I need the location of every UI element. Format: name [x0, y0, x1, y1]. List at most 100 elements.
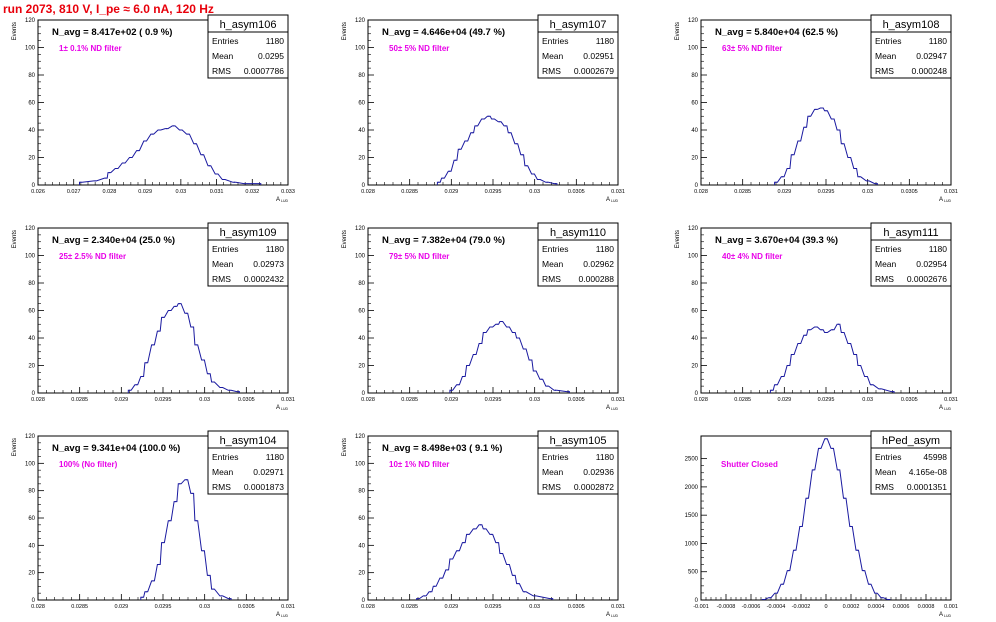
y-tick-label: 20 — [691, 364, 698, 370]
histogram-bin — [438, 181, 440, 183]
histogram-bin — [538, 179, 540, 180]
histogram-bin — [474, 354, 476, 355]
y-axis-label: Events — [675, 22, 681, 40]
x-axis-label: A — [939, 197, 943, 203]
histogram-bin — [440, 577, 442, 579]
histogram-bin — [509, 132, 511, 134]
histogram-bin — [856, 549, 858, 551]
histogram-bin — [496, 323, 498, 325]
y-tick-label: 40 — [691, 336, 698, 342]
x-axis-label-subscript: LUD — [611, 199, 618, 203]
stats-value: 0.0002679 — [574, 66, 614, 76]
histogram-bin — [515, 143, 517, 145]
navg-label: N_avg = 5.840e+04 (62.5 %) — [715, 27, 838, 38]
x-tick-label: -0.0004 — [767, 604, 786, 610]
histogram-bin — [141, 596, 143, 598]
histogram-bin — [798, 343, 800, 344]
histogram-bin — [875, 592, 877, 594]
histogram-bin — [94, 180, 96, 182]
histogram-bin — [775, 384, 777, 386]
stats-value: 1180 — [266, 244, 285, 254]
panel-h_asym106: 0 20 40 60 80 100 120 0.026 0.027 0.028 0.029 0.03 0… — [12, 14, 295, 203]
histogram-bin — [555, 389, 556, 391]
histogram-bin — [144, 140, 146, 142]
x-tick-label: 0.027 — [67, 189, 81, 195]
histogram-bin — [875, 183, 877, 185]
stats-value: 0.0002872 — [574, 482, 614, 492]
y-tick-label: 40 — [28, 336, 35, 342]
x-tick-label: 0.0295 — [818, 189, 835, 195]
histogram-bin — [195, 344, 197, 346]
stats-key: RMS — [212, 274, 231, 284]
histogram-bin — [212, 588, 214, 590]
panel-h_asym111: 0 20 40 60 80 100 120 0.028 0.0285 0.029 0.0295 0.0… — [675, 222, 958, 411]
histogram-bin — [555, 183, 556, 185]
filter-annotation: Shutter Closed — [721, 460, 778, 469]
stats-key: Mean — [542, 467, 564, 477]
stats-key: Mean — [212, 259, 234, 269]
run-title: run 2073, 810 V, I_pe ≈ 6.0 nA, 120 Hz — [3, 2, 214, 16]
histogram-bin — [202, 550, 204, 552]
x-tick-label: 0.033 — [281, 189, 295, 195]
histogram-bin — [525, 165, 527, 167]
x-tick-label: 0.0305 — [568, 189, 585, 195]
histogram-bin — [187, 133, 189, 135]
histogram-bin — [792, 154, 794, 156]
stats-key: Entries — [542, 244, 568, 254]
filter-annotation: 10± 1% ND filter — [389, 460, 449, 469]
x-tick-label: 0.0285 — [734, 189, 751, 195]
histogram-line — [436, 115, 558, 185]
histogram-bin — [763, 599, 764, 601]
x-tick-label: 0.03 — [529, 189, 540, 195]
histogram-bin — [194, 143, 196, 145]
histogram-bin — [788, 365, 789, 366]
stats-key: RMS — [542, 66, 561, 76]
x-tick-label: 0.0008 — [918, 604, 935, 610]
x-tick-label: 0.0285 — [71, 397, 88, 403]
histogram-bin — [237, 391, 239, 393]
stats-value: 0.0002432 — [244, 274, 284, 284]
stats-value: 0.0001351 — [907, 482, 947, 492]
y-tick-label: 40 — [28, 543, 35, 549]
histogram-bin — [863, 570, 864, 572]
y-tick-label: 80 — [358, 73, 365, 79]
stats-key: Mean — [212, 467, 234, 477]
stats-value: 0.0007786 — [244, 66, 284, 76]
y-tick-label: 0 — [362, 391, 366, 397]
stats-value: 0.000248 — [912, 66, 948, 76]
stats-key: Entries — [875, 36, 901, 46]
y-tick-label: 2000 — [685, 485, 699, 491]
histogram-bin — [463, 376, 465, 377]
x-tick-label: 0.0305 — [568, 397, 585, 403]
histogram-bin — [500, 553, 502, 555]
histogram-bin — [869, 583, 871, 585]
x-tick-label: 0.0002 — [843, 604, 860, 610]
navg-label: N_avg = 8.498e+03 ( 9.1 %) — [382, 443, 502, 454]
histogram-bin — [521, 154, 523, 156]
y-tick-label: 60 — [28, 516, 35, 522]
histogram-bin — [821, 107, 823, 109]
x-tick-label: -0.0002 — [792, 604, 811, 610]
x-axis-label-subscript: LUD — [281, 199, 288, 203]
histogram-bin — [507, 326, 509, 328]
stats-title: h_asym107 — [550, 19, 607, 31]
y-tick-label: 100 — [688, 46, 699, 52]
x-tick-label: 0.0285 — [734, 397, 751, 403]
x-tick-label: 0.029 — [114, 397, 128, 403]
y-tick-label: 100 — [25, 46, 36, 52]
panel-h_asym109: 0 20 40 60 80 100 120 0.028 0.0285 0.029 0.0295 0.0… — [12, 222, 295, 411]
histogram-bin — [825, 110, 827, 112]
x-tick-label: 0.03 — [862, 397, 873, 403]
navg-label: N_avg = 7.382e+04 (79.0 %) — [382, 235, 505, 246]
histogram-bin — [490, 533, 492, 535]
y-tick-label: 60 — [691, 101, 698, 107]
x-tick-label: -0.0008 — [717, 604, 736, 610]
histogram-bin — [819, 447, 821, 449]
histogram-bin — [151, 133, 153, 135]
x-axis-label-subscript: LUD — [944, 614, 951, 618]
y-axis-label: Events — [342, 22, 348, 40]
y-tick-label: 0 — [362, 183, 366, 189]
x-tick-label: 0.026 — [31, 189, 45, 195]
y-tick-label: 100 — [25, 461, 36, 467]
histogram-bin — [446, 569, 448, 571]
